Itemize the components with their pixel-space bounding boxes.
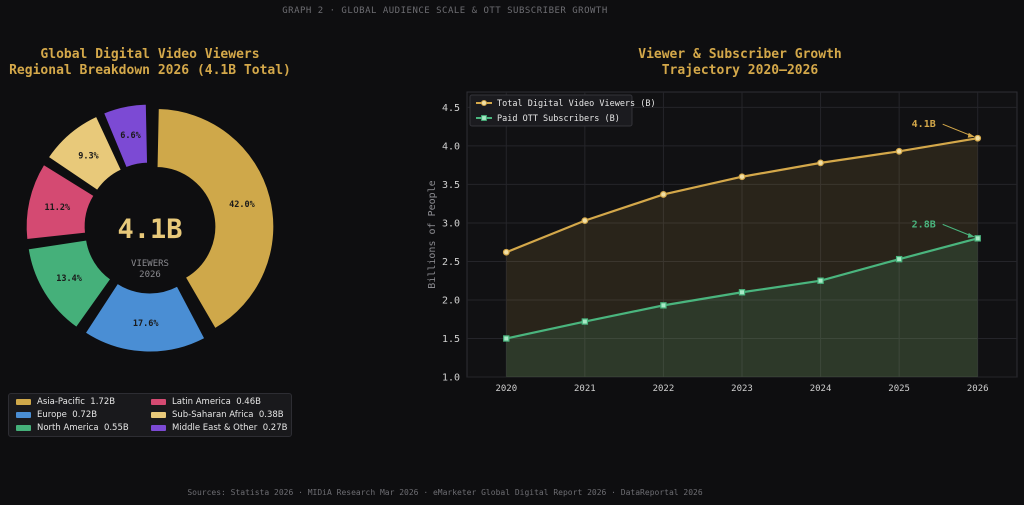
donut-slice-asia-pacific <box>156 108 275 330</box>
y-tick-label: 1.5 <box>442 334 460 345</box>
legend-label: Europe 0.72B <box>37 410 98 420</box>
legend-item-asia-pacific: Asia-Pacific 1.72B <box>16 396 115 408</box>
donut-slice-sub-saharan-africa <box>47 115 122 192</box>
legend-item-north-america: North America 0.55B <box>16 422 129 434</box>
data-point <box>660 191 667 198</box>
data-point <box>738 173 746 181</box>
data-point <box>503 335 510 342</box>
data-point <box>502 248 510 256</box>
donut-center-value: 4.1B <box>117 214 182 245</box>
donut-pct-label-sub-saharan-africa: 9.3% <box>78 152 99 162</box>
area-fill-total-digital-video-viewers-b <box>506 138 978 377</box>
x-tick-label: 2024 <box>810 384 832 394</box>
legend-label: Asia-Pacific 1.72B <box>37 397 116 407</box>
legend-box <box>469 94 633 127</box>
donut-center-label-2: 2026 <box>139 270 161 280</box>
x-tick-label: 2023 <box>731 384 753 394</box>
data-point <box>581 318 589 325</box>
x-tick-label: 2022 <box>653 384 675 394</box>
legend-label-paid-ott-subscribers-b: Paid OTT Subscribers (B) <box>497 114 620 124</box>
legend-swatch <box>16 424 31 431</box>
data-point <box>738 289 746 296</box>
legend-marker <box>481 115 487 121</box>
x-tick-label: 2021 <box>574 384 596 394</box>
donut-pct-label-asia-pacific: 42.0% <box>229 200 255 210</box>
annotation-arrowhead <box>967 232 975 238</box>
legend-swatch <box>151 398 166 405</box>
y-tick-label: 4.5 <box>442 103 460 114</box>
line-title-line-2: Trajectory 2020–2026 <box>661 63 819 78</box>
annotation-label-paid-ott-subscribers-b: 2.8B <box>912 219 936 230</box>
donut-slice-latin-america <box>25 163 95 241</box>
legend-label-total-digital-video-viewers-b: Total Digital Video Viewers (B) <box>497 99 656 109</box>
legend-label: Sub-Saharan Africa 0.38B <box>172 410 284 420</box>
annotation-label-total-digital-video-viewers-b: 4.1B <box>912 119 936 130</box>
legend-label: North America 0.55B <box>37 423 129 433</box>
donut-slice-europe <box>84 282 206 353</box>
data-point <box>895 147 903 155</box>
x-tick-label: 2020 <box>495 384 517 394</box>
donut-title-line-2: Regional Breakdown 2026 (4.1B Total) <box>9 63 291 78</box>
figure-header: GRAPH 2 · GLOBAL AUDIENCE SCALE & OTT SU… <box>282 6 608 16</box>
data-point <box>817 159 824 167</box>
y-tick-label: 3.5 <box>442 180 460 191</box>
legend-swatch <box>151 424 166 431</box>
y-tick-label: 3.0 <box>442 218 460 229</box>
figure-footer: Sources: Statista 2026 · MIDiA Research … <box>187 488 703 497</box>
y-tick-label: 2.5 <box>442 257 460 268</box>
data-point <box>895 255 903 263</box>
legend-label: Middle East & Other 0.27B <box>172 423 288 433</box>
data-point <box>974 134 982 142</box>
line-chart-title: Viewer & Subscriber Growth Trajectory 20… <box>590 47 890 79</box>
donut-pct-label-north-america: 13.4% <box>56 274 82 284</box>
data-point <box>974 235 981 242</box>
legend-swatch <box>16 411 31 418</box>
legend-swatch <box>16 398 31 405</box>
donut-title-line-1: Global Digital Video Viewers <box>40 47 260 62</box>
legend-item-latin-america: Latin America 0.46B <box>151 396 261 408</box>
legend-label: Latin America 0.46B <box>172 397 261 407</box>
donut-pct-label-latin-america: 11.2% <box>45 203 71 213</box>
data-point <box>660 302 667 309</box>
donut-chart: 42.0% 17.6% 13.4% 11.2% 9.3% 6.6% 4.1B VIEWER… <box>25 103 275 353</box>
data-point <box>817 277 824 284</box>
donut-pct-label-europe: 17.6% <box>133 319 159 329</box>
line-title-line-1: Viewer & Subscriber Growth <box>638 47 842 62</box>
legend-swatch <box>151 411 166 418</box>
line-chart: 1.0 1.5 2.0 2.5 3.0 3.5 4.0 4.5 2020 2021 2022 2023… <box>427 91 1018 394</box>
line-legend: Total Digital Video Viewers (B) Paid OTT … <box>469 94 656 127</box>
legend-marker <box>481 100 487 106</box>
y-tick-label: 2.0 <box>442 295 460 306</box>
data-point <box>581 217 589 225</box>
y-axis-label: Billions of People <box>427 180 438 288</box>
area-fill-paid-ott-subscribers-b <box>506 238 978 377</box>
x-tick-label: 2025 <box>888 384 910 394</box>
donut-legend: Asia-Pacific 1.72B Latin America 0.46B Eur… <box>8 393 292 437</box>
donut-center-label-1: VIEWERS <box>131 259 169 269</box>
donut-slice-middle-east-other <box>102 103 149 169</box>
donut-slice-north-america <box>27 239 112 328</box>
legend-item-middle-east-other: Middle East & Other 0.27B <box>151 422 287 434</box>
legend-item-europe: Europe 0.72B <box>16 409 97 421</box>
y-tick-label: 1.0 <box>442 373 460 384</box>
donut-pct-label-middle-east-other: 6.6% <box>120 131 141 141</box>
donut-chart-title: Global Digital Video Viewers Regional Br… <box>0 47 300 79</box>
legend-item-sub-saharan-africa: Sub-Saharan Africa 0.38B <box>151 409 284 421</box>
y-tick-label: 4.0 <box>442 141 460 152</box>
annotation-arrowhead <box>967 132 975 138</box>
x-tick-label: 2026 <box>967 384 989 394</box>
